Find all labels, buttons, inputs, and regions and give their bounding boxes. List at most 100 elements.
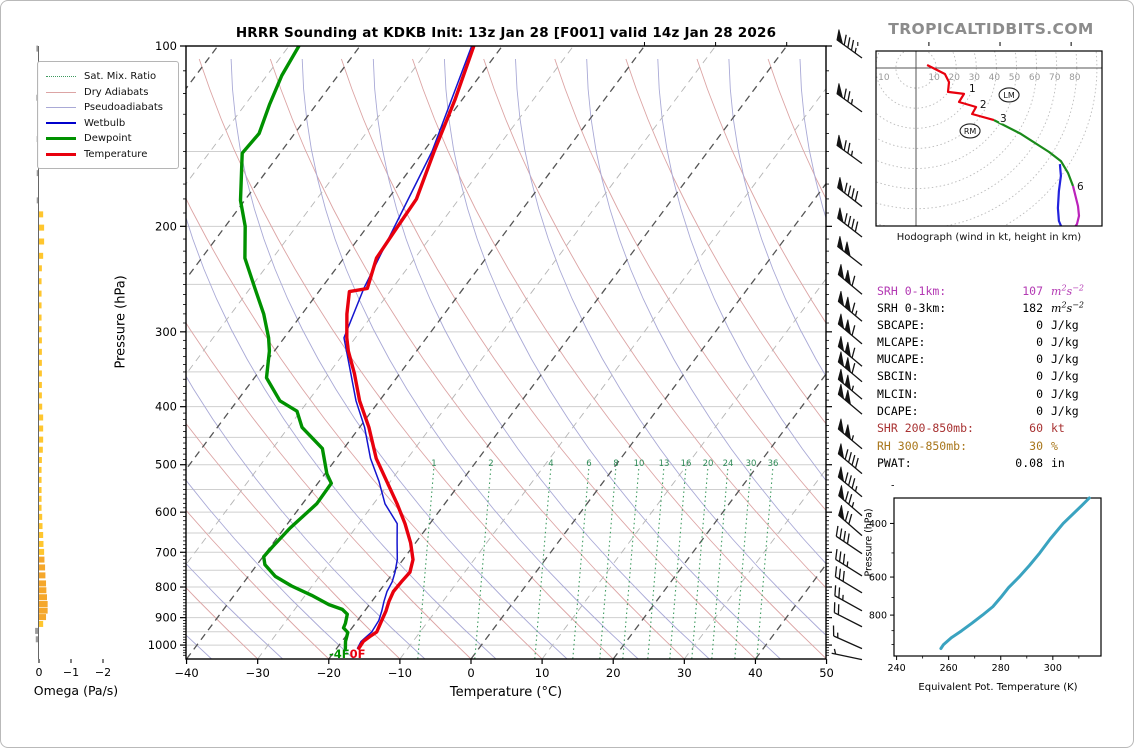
omega-bar-downward [36,170,38,177]
pressure-tick-label: 900 [155,611,177,625]
wind-barb [837,383,863,415]
hodograph-height-label: 6 [1077,181,1084,193]
wind-barb [837,418,863,450]
omega-bar-upward [39,487,42,494]
stats-label: MUCAPE: [877,352,926,367]
wind-barb [836,29,863,59]
stats-value: 107 [1022,283,1043,298]
omega-bar-upward [39,348,42,355]
omega-bar-upward [39,238,45,245]
omega-bar-downward [35,636,38,643]
omega-tick-label: 0 [36,666,43,679]
legend: Sat. Mix. Ratio Dry Adiabats Pseudoadiab… [37,61,179,169]
stats-label: DCAPE: [877,404,919,419]
pressure-tick-labels: 100 200 300 400 500 600 700 800 900 1000 [148,39,177,652]
wind-barb [836,134,863,165]
stats-unit: m2s−2 [1051,300,1084,315]
stats-row: MLCIN: 0 J/kg [877,387,1113,404]
stats-unit: J/kg [1051,317,1079,332]
omega-tick-label: −1 [63,666,79,679]
mixing-ratio-lines [417,468,774,659]
omega-bars [35,45,48,643]
stats-value: 0 [1036,352,1043,367]
legend-item: Sat. Mix. Ratio [46,69,170,85]
wind-barb [837,466,863,498]
stats-row: SBCAPE: 0 J/kg [877,318,1113,335]
omega-bar-upward [39,620,44,627]
ept-temp-tick-label: 300 [1044,663,1062,674]
hodograph-ring-label: 80 [1069,73,1081,83]
legend-item-label: Dewpoint [84,133,132,145]
ept-pressure-tick-label: 400 [869,519,887,530]
temperature-tick-label: 30 [677,666,692,680]
surface-temp-annotation: -4F0F [329,647,366,661]
pressure-tick-label: 400 [155,400,177,414]
stats-value: 0 [1036,369,1043,384]
omega-bar-upward [39,370,42,377]
legend-item: Dry Adiabats [46,85,170,101]
ept-temp-tick-label: 280 [992,663,1010,674]
stats-value: 0 [1036,404,1043,419]
pressure-tick-label: 200 [155,219,177,233]
hodograph-ring-label: 30 [969,73,981,83]
omega-bar-downward [36,197,38,204]
legend-item-label: Dry Adiabats [84,86,149,98]
ept-temp-tick-label: 260 [940,663,958,674]
temperature-tick-label: −10 [388,666,412,680]
wetbulb-line-sample [46,122,76,125]
surface-temperature-f: 0F [349,647,366,661]
wind-barbs [831,29,863,661]
mixing-ratio-label: 10 [634,459,645,469]
omega-bar-upward [39,504,42,511]
site-watermark: TROPICALTIDBITS.COM [888,20,1094,38]
legend-item: Wetbulb [46,116,170,132]
wind-barb [838,485,863,517]
stats-unit: % [1051,438,1058,453]
storm-motion-marker-label: RM [964,127,977,136]
omega-bar-upward [39,314,42,321]
omega-bar-upward [39,381,42,388]
omega-axis-label: Omega (Pa/s) [33,683,119,698]
stats-label: SRH 0-1km: [877,283,947,298]
omega-bar-upward [39,523,43,530]
omega-bar-upward [39,587,47,594]
omega-bar-upward [39,548,45,555]
stats-unit: J/kg [1051,369,1079,384]
mixing-ratio-label: 4 [548,459,553,469]
stats-unit: J/kg [1051,352,1079,367]
hodograph-height-label: 3 [1000,113,1007,125]
wind-barb [837,207,863,238]
temperature-tick-label: 0 [467,666,474,680]
hodograph-height-label: 1 [969,83,976,95]
omega-bar-upward [39,252,44,259]
stats-label: MLCAPE: [877,334,926,349]
omega-bar-upward [39,265,42,272]
storm-motion-marker-circle [998,87,1020,103]
mixing-ratio-label: 8 [613,459,618,469]
wind-barb [835,548,863,577]
wind-barb [835,525,863,555]
mixing-ratio-label: 24 [723,459,734,469]
ept-temp-tick-label: 240 [888,663,906,674]
pressure-tick-label: 600 [155,505,177,519]
page-title: HRRR Sounding at KDKB Init: 13z Jan 28 [… [235,25,777,41]
mixing-ratio-label: 30 [746,459,757,469]
storm-motion-marker-circle [959,123,981,139]
omega-bar-upward [39,337,42,344]
temperature-tick-labels: −40 −30 −20 −10 0 10 20 30 40 50 [174,666,833,680]
omega-bar-upward [39,572,46,579]
legend-item-label: Temperature [84,148,148,160]
sat-mix-ratio-line-sample [46,76,76,78]
stats-label: PWAT: [877,455,912,470]
omega-bar-upward [39,607,48,614]
ept-axis-label: Equivalent Pot. Temperature (K) [918,682,1078,693]
temperature-tick-label: 20 [606,666,621,680]
wind-barb [837,336,863,367]
stats-value: 0 [1036,386,1043,401]
wind-barb [837,443,863,475]
omega-bar-upward [39,540,44,547]
stats-unit: m2s−2 [1051,283,1084,298]
hodograph-ring-label: 50 [1009,73,1021,83]
